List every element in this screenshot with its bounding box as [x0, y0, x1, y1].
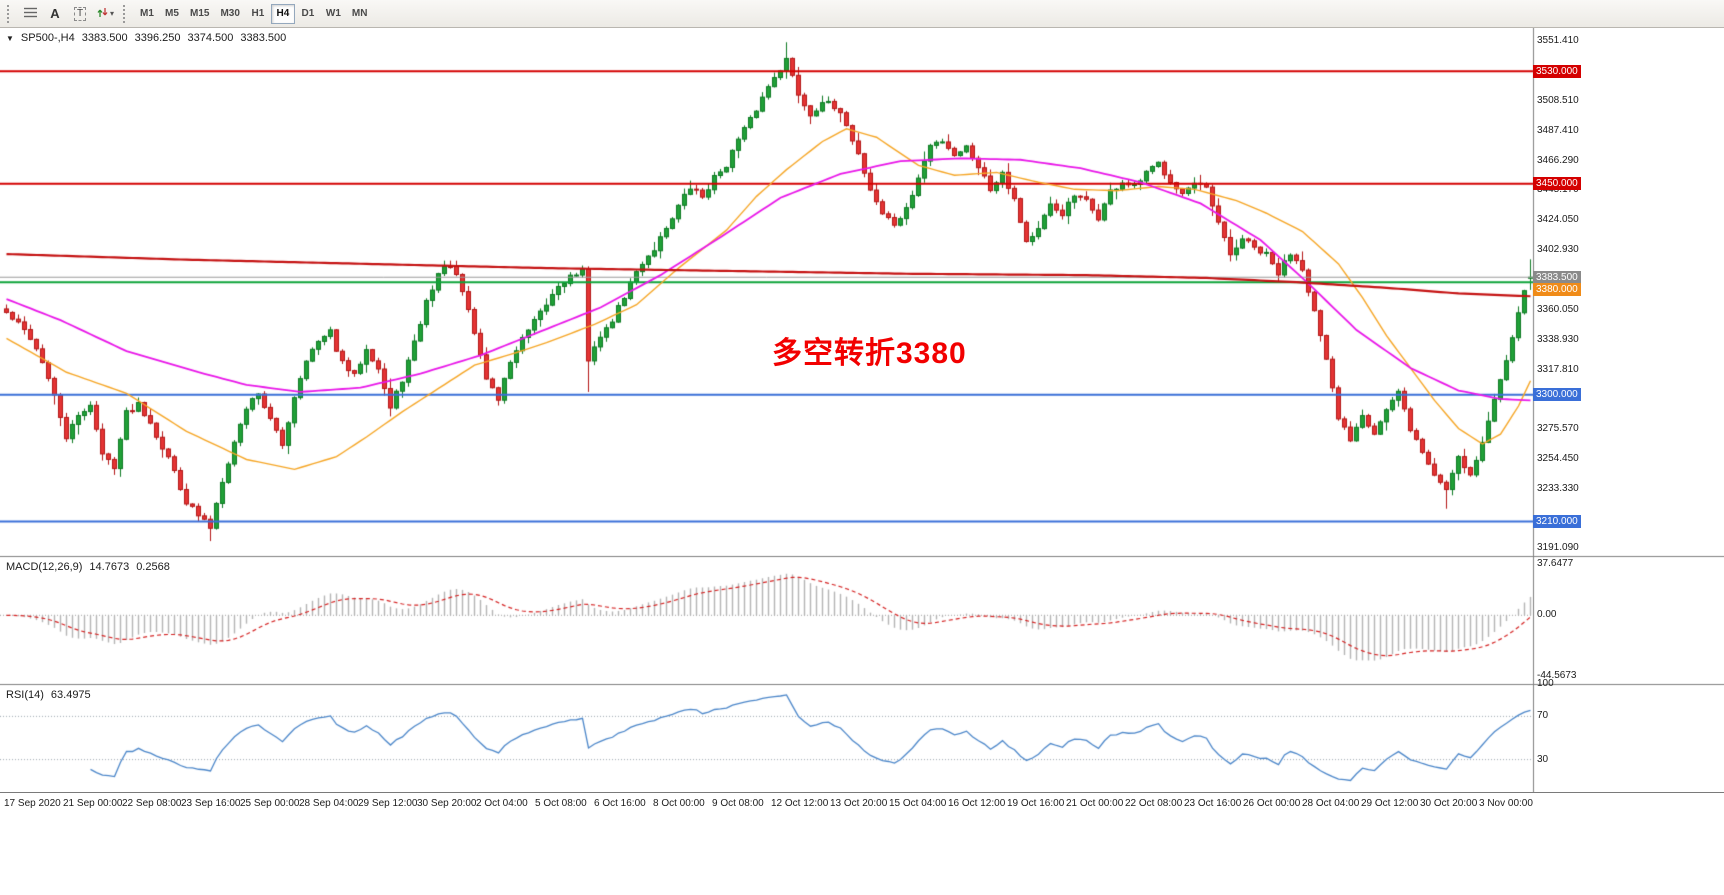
rsi-axis-label: 70 — [1537, 710, 1549, 722]
time-label: 23 Oct 16:00 — [1184, 798, 1242, 809]
time-label: 26 Oct 00:00 — [1243, 798, 1301, 809]
time-label: 6 Oct 16:00 — [594, 798, 646, 809]
price-tick-label: 3191.090 — [1537, 541, 1579, 553]
price-badge: 3383.500 — [1533, 270, 1581, 284]
time-label: 22 Sep 08:00 — [122, 798, 182, 809]
chart-window: ▼ SP500-,H4 3383.500 3396.250 3374.500 3… — [0, 28, 1724, 895]
chart-canvas[interactable] — [0, 28, 1724, 792]
time-label: 22 Oct 08:00 — [1125, 798, 1183, 809]
time-label: 2 Oct 04:00 — [476, 798, 528, 809]
ohlc-close: 3383.500 — [240, 32, 287, 44]
timeframe-button-H4[interactable]: H4 — [270, 3, 295, 24]
time-label: 13 Oct 20:00 — [830, 798, 888, 809]
toolbar-drag-handle-2[interactable] — [123, 4, 128, 23]
macd-value: 14.7673 — [89, 561, 130, 573]
time-label: 5 Oct 08:00 — [535, 798, 587, 809]
time-label: 16 Oct 12:00 — [948, 798, 1006, 809]
chart-annotation-text[interactable]: 多空转折3380 — [772, 337, 967, 370]
time-label: 21 Oct 00:00 — [1066, 798, 1124, 809]
price-tick-label: 3402.930 — [1537, 243, 1579, 255]
rsi-axis-label: 30 — [1537, 753, 1549, 765]
price-tick-label: 3275.570 — [1537, 423, 1579, 435]
arrows-tool-button[interactable]: ▾ — [94, 3, 116, 25]
boxed-t-icon: T — [73, 6, 87, 21]
rsi-label: RSI(14) 63.4975 — [6, 689, 91, 701]
timeframe-group: M1 M5 M15 M30 H1 H4 D1 W1 MN — [135, 3, 373, 24]
arrows-icon — [96, 6, 109, 22]
price-tick-label: 3424.050 — [1537, 214, 1579, 226]
price-badge: 3210.000 — [1533, 514, 1581, 528]
text-label-button[interactable]: T — [69, 3, 91, 25]
timeframe-button-MN[interactable]: MN — [347, 4, 373, 24]
price-badge: 3450.000 — [1533, 177, 1581, 191]
dropdown-caret-icon: ▾ — [109, 9, 114, 18]
rsi-name: RSI(14) — [6, 689, 44, 701]
price-tick-label: 3338.930 — [1537, 333, 1579, 345]
time-label: 28 Oct 04:00 — [1302, 798, 1360, 809]
time-label: 17 Sep 2020 — [4, 798, 61, 809]
macd-name: MACD(12,26,9) — [6, 561, 83, 573]
toolbar: A T ▾ M1 M5 M15 M30 H1 H4 D1 W1 MN — [0, 0, 1724, 28]
ohlc-low: 3374.500 — [187, 32, 234, 44]
time-label: 21 Sep 00:00 — [63, 798, 123, 809]
time-label: 29 Sep 12:00 — [358, 798, 418, 809]
time-label: 30 Oct 20:00 — [1420, 798, 1478, 809]
letter-a-icon: A — [50, 6, 60, 21]
ohlc-open: 3383.500 — [81, 32, 128, 44]
chart-title: ▼ SP500-,H4 3383.500 3396.250 3374.500 3… — [6, 32, 286, 44]
time-label: 23 Sep 16:00 — [181, 798, 241, 809]
toolbar-drag-handle[interactable] — [7, 4, 12, 23]
time-label: 8 Oct 00:00 — [653, 798, 705, 809]
rsi-value: 63.4975 — [50, 689, 91, 701]
rsi-axis-label: 100 — [1537, 678, 1554, 689]
price-tick-label: 3551.410 — [1537, 35, 1579, 46]
macd-signal-value: 0.2568 — [136, 561, 170, 573]
price-tick-label: 3233.330 — [1537, 482, 1579, 494]
chart-list-icon — [23, 6, 38, 22]
macd-axis-label: 0.00 — [1537, 609, 1557, 621]
price-badge: 3300.000 — [1533, 388, 1581, 402]
timeframe-button-M15[interactable]: M15 — [185, 4, 214, 24]
macd-label: MACD(12,26,9) 14.7673 0.2568 — [6, 561, 170, 573]
macd-axis-label: 37.6477 — [1537, 558, 1574, 570]
time-label: 30 Sep 20:00 — [417, 798, 477, 809]
price-tick-label: 3508.510 — [1537, 95, 1579, 107]
timeframe-button-M1[interactable]: M1 — [135, 4, 159, 24]
price-tick-label: 3487.410 — [1537, 125, 1579, 137]
time-axis[interactable]: 17 Sep 2020 21 Sep 00:00 22 Sep 08:00 23 Se… — [0, 792, 1724, 818]
timeframe-button-M5[interactable]: M5 — [160, 4, 184, 24]
time-label: 3 Nov 00:00 — [1479, 798, 1533, 809]
chart-list-button[interactable] — [19, 3, 41, 25]
symbol-label: SP500-,H4 — [20, 32, 75, 44]
timeframe-button-W1[interactable]: W1 — [321, 4, 346, 24]
price-badge: 3530.000 — [1533, 64, 1581, 78]
time-label: 15 Oct 04:00 — [889, 798, 947, 809]
price-tick-label: 3254.450 — [1537, 452, 1579, 464]
time-label: 29 Oct 12:00 — [1361, 798, 1419, 809]
price-tick-label: 3360.050 — [1537, 304, 1579, 316]
time-label: 9 Oct 08:00 — [712, 798, 764, 809]
ohlc-high: 3396.250 — [134, 32, 181, 44]
timeframe-button-M30[interactable]: M30 — [215, 4, 244, 24]
time-label: 12 Oct 12:00 — [771, 798, 829, 809]
text-annotation-button[interactable]: A — [44, 3, 66, 25]
time-label: 25 Sep 00:00 — [240, 798, 300, 809]
time-label: 19 Oct 16:00 — [1007, 798, 1065, 809]
chart-menu-triangle-icon[interactable]: ▼ — [6, 33, 14, 43]
timeframe-button-D1[interactable]: D1 — [296, 4, 320, 24]
price-tick-label: 3317.810 — [1537, 363, 1579, 375]
price-axis[interactable]: 3551.4103508.5103487.4103466.2903445.170… — [1533, 28, 1724, 792]
price-tick-label: 3466.290 — [1537, 154, 1579, 166]
time-label: 28 Sep 04:00 — [299, 798, 359, 809]
price-badge: 3380.000 — [1533, 282, 1581, 296]
macd-axis-label: -44.5673 — [1537, 670, 1577, 681]
timeframe-button-H1[interactable]: H1 — [246, 4, 270, 24]
